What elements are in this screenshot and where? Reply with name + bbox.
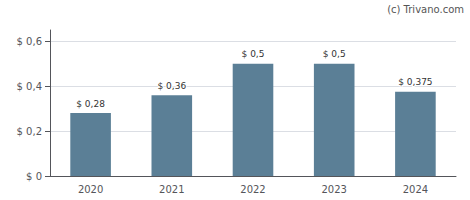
svg-text:2022: 2022 — [240, 184, 265, 195]
svg-text:$ 0,5: $ 0,5 — [242, 49, 265, 59]
svg-text:2020: 2020 — [78, 184, 103, 195]
svg-text:2023: 2023 — [321, 184, 346, 195]
svg-text:$ 0,2: $ 0,2 — [17, 126, 42, 137]
svg-text:2021: 2021 — [159, 184, 184, 195]
svg-text:$ 0,6: $ 0,6 — [17, 36, 42, 47]
svg-text:$ 0,28: $ 0,28 — [76, 99, 105, 109]
svg-text:$ 0,375: $ 0,375 — [398, 77, 432, 87]
svg-text:$ 0: $ 0 — [26, 171, 42, 182]
svg-text:2024: 2024 — [403, 184, 428, 195]
svg-text:$ 0,36: $ 0,36 — [157, 81, 186, 91]
svg-text:$ 0,5: $ 0,5 — [323, 49, 346, 59]
svg-text:$ 0,4: $ 0,4 — [17, 81, 42, 92]
svg-text:(c) Trivano.com: (c) Trivano.com — [387, 4, 464, 15]
